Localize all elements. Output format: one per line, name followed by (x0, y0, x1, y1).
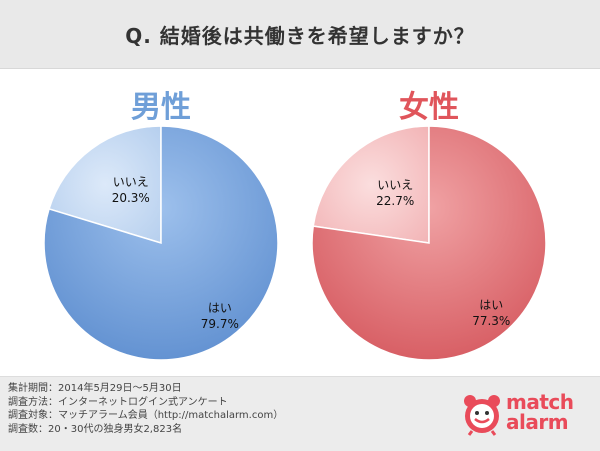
logo-text-line2: alarm (506, 410, 569, 434)
male-slice-no-value: 20.3% (112, 191, 150, 205)
logo-text: match alarm (506, 392, 574, 432)
page-title: Q. 結婚後は共働きを希望しますか？ (125, 23, 475, 48)
note-method: 調査方法：インターネットログイン式アンケート (8, 396, 228, 408)
logo-text-line1: match (506, 390, 574, 414)
note-count: 調査数：20・30代の独身男女2,823名 (8, 423, 183, 435)
female-slice-yes-value: 77.3% (472, 314, 510, 328)
male-slice-yes-value: 79.7% (201, 317, 239, 331)
note-target: 調査対象：マッチアラーム会員（http://matchalarm.com） (8, 410, 284, 421)
survey-notes: 集計期間：2014年5月29日〜5月30日 調査方法：インターネットログイン式ア… (8, 382, 283, 436)
female-slice-no-label: いいえ (377, 178, 413, 192)
female-slice-no-value: 22.7% (376, 194, 414, 208)
matchalarm-logo: match alarm (452, 386, 600, 446)
male-slice-no-label: いいえ (113, 175, 149, 189)
male-chart-title: 男性 (131, 90, 191, 125)
female-slice-yes (311, 125, 547, 361)
female-chart-title: 女性 (399, 90, 459, 125)
female-slice-no (312, 125, 430, 244)
male-slice-yes (43, 125, 279, 361)
alarm-clock-icon (464, 395, 500, 436)
female-slice-yes-label: はい (479, 298, 503, 312)
title-bar: Q. 結婚後は共働きを希望しますか？ (0, 0, 600, 69)
note-period: 集計期間：2014年5月29日〜5月30日 (8, 383, 182, 394)
male-slice-yes-label: はい (208, 301, 232, 315)
footer (0, 376, 600, 451)
male-slice-no (48, 125, 162, 245)
